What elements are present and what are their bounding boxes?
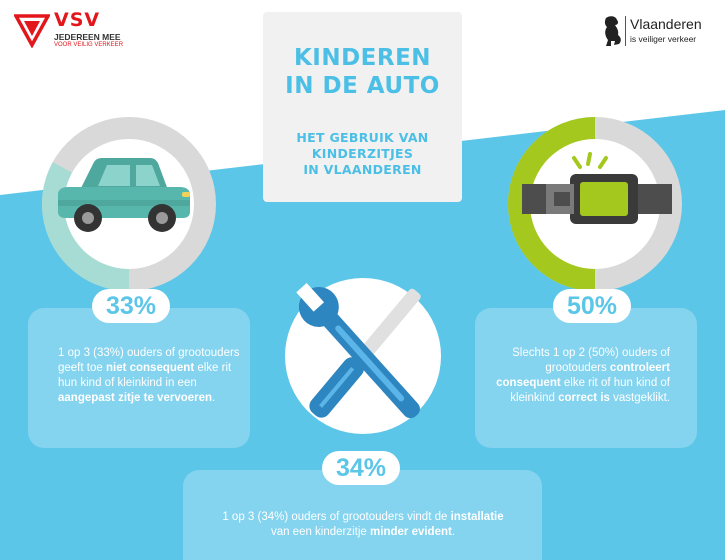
stat-card-50: Slechts 1 op 2 (50%) ouders of grootoude… [475, 308, 697, 448]
logo-divider [625, 16, 626, 46]
stat-text-segment: niet consequent [105, 362, 195, 374]
stat-text-33: 1 op 3 (33%) ouders of grootouders geeft… [58, 346, 243, 406]
subtitle-line1: HET GEBRUIK VAN [296, 130, 429, 145]
vsv-logo-name: VSV [54, 9, 101, 31]
vsv-logo: VSV JEDEREEN MEE VOOR VEILIG VERKEER [14, 9, 134, 48]
stat-text-segment: . [212, 392, 216, 404]
stat-card-34: 1 op 3 (34%) ouders of grootouders vindt… [183, 470, 542, 560]
vsv-logo-line1: JEDEREEN MEE [54, 32, 121, 42]
title-line2: IN DE AUTO [285, 73, 440, 99]
vlaanderen-logo-tagline: is veiliger verkeer [630, 34, 697, 44]
lion-icon [604, 16, 621, 46]
stat-text-segment: minder evident [370, 526, 452, 538]
stat-card-33: 1 op 3 (33%) ouders of grootouders geeft… [28, 308, 250, 448]
stat-text-segment: Slechts 1 op 2 (50%) ouders of grootoude… [512, 347, 670, 374]
stat-text-segment: . [451, 526, 456, 538]
subtitle-line2: KINDERZITJES [311, 146, 414, 161]
percent-50: 50% [553, 289, 631, 323]
title-box: KINDEREN IN DE AUTO HET GEBRUIK VAN KIND… [263, 12, 462, 202]
vlaanderen-logo-name: Vlaanderen [630, 16, 702, 32]
stat-text-segment: installatie [450, 511, 504, 523]
title-line1: KINDEREN [293, 45, 432, 71]
stat-text-segment: van een kinderzitje [270, 526, 371, 538]
percent-34: 34% [322, 451, 400, 485]
wrench-screwdriver-icon [285, 278, 441, 434]
stat-text-segment: elke rit of hun kind of kleinkind [510, 377, 670, 404]
stat-text-segment: 1 op 3 (34%) ouders of grootouders vindt… [222, 511, 451, 523]
stat-text-segment: controleert consequent [496, 362, 670, 389]
vsv-logo-line2: VOOR VEILIG VERKEER [54, 42, 124, 48]
vlaanderen-logo: Vlaanderen is veiliger verkeer [600, 14, 712, 50]
vsv-logo-icon [14, 14, 50, 48]
car-icon [58, 158, 190, 232]
stat-text-34: 1 op 3 (34%) ouders of grootouders vindt… [213, 510, 513, 540]
stat-text-segment: aangepast zitje te vervoeren [58, 392, 213, 404]
percent-33: 33% [92, 289, 170, 323]
stat-text-segment: correct is [558, 392, 610, 404]
seatbelt-buckle-icon [522, 152, 672, 224]
stat-text-segment: 1 op 3 (33%) ouders of grootouders geeft… [58, 347, 240, 374]
stat-text-segment: elke rit hun kind of kleinkind in een [58, 362, 232, 389]
stat-text-50: Slechts 1 op 2 (50%) ouders of grootoude… [485, 346, 670, 406]
subtitle-line3: IN VLAANDEREN [303, 162, 422, 177]
stat-text-segment: vastgeklikt. [609, 392, 670, 404]
